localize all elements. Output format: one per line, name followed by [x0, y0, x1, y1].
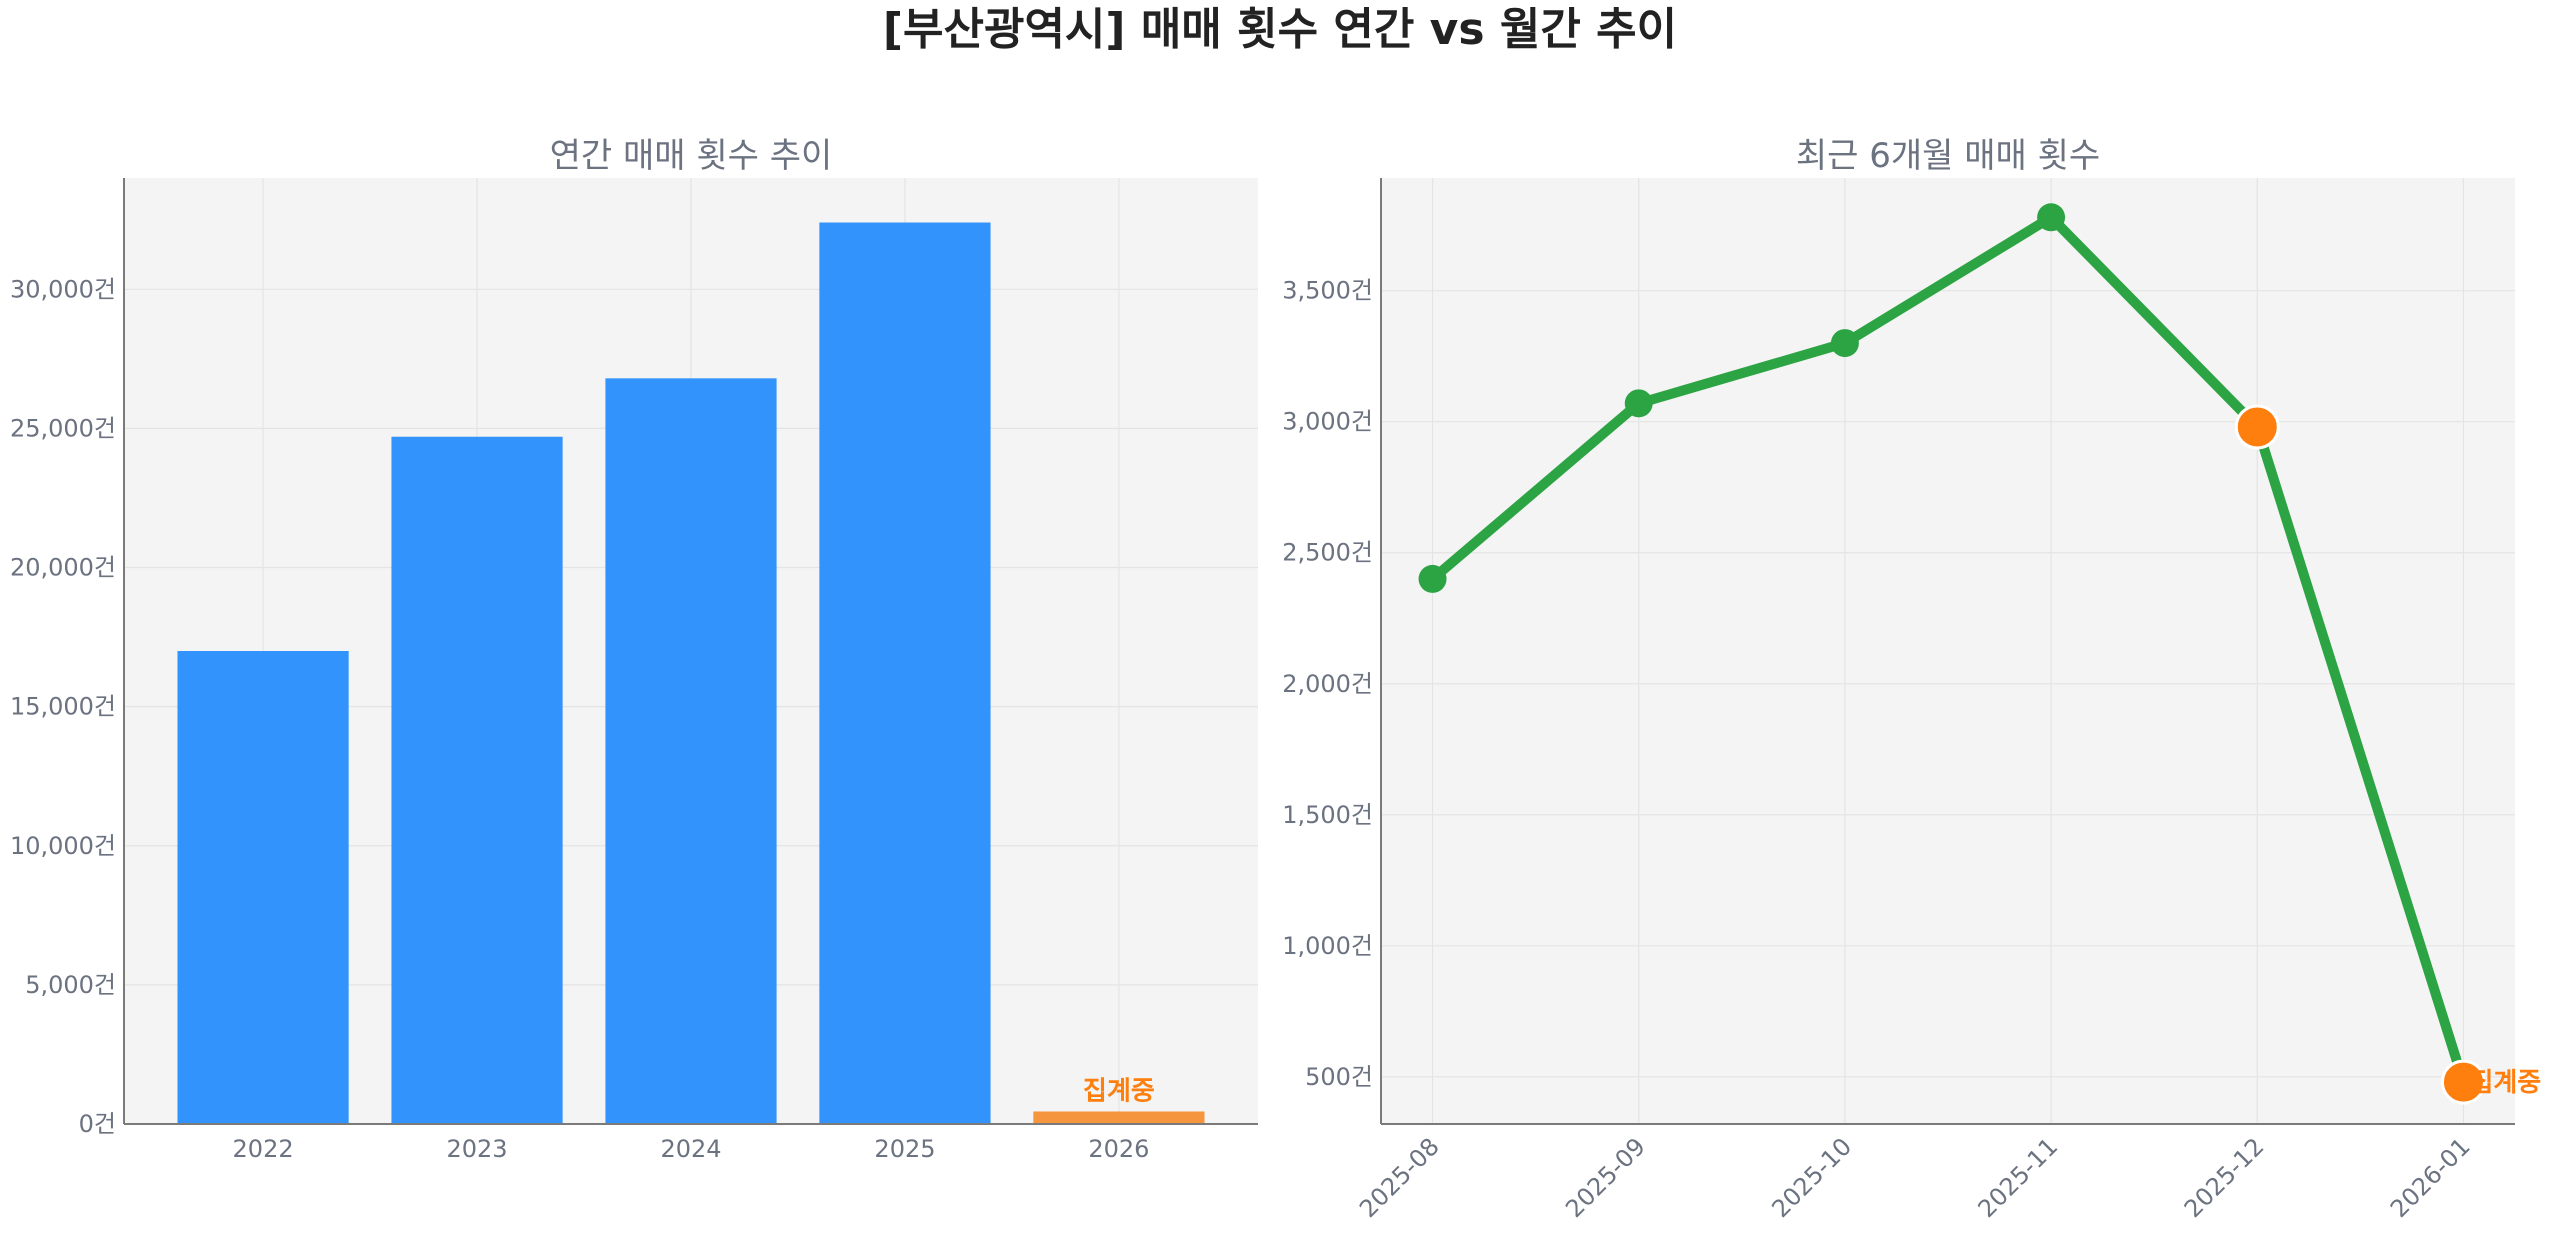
monthly-x-tick-labels: 2025-08 2025-09 2025-10 2025-11 2025-12 2026-… [1354, 1132, 2476, 1223]
annual-y-tick-label: 10,000건 [10, 832, 116, 860]
monthly-y-tick-label: 2,000건 [1282, 670, 1373, 698]
monthly-x-tick-label: 2025-12 [2179, 1132, 2270, 1223]
annual-bar-2023 [391, 436, 563, 1125]
monthly-plot-area [1381, 178, 2515, 1124]
monthly-y-tick-labels: 500건 1,000건 1,500건 2,000건 2,500건 3,000건 3,500건 [1282, 277, 1373, 1091]
annual-bar-2024 [605, 378, 777, 1124]
monthly-series-line [1427, 212, 2469, 1088]
figure-title: [부산광역시] 매매 횟수 연간 vs 월간 추이 [883, 4, 1677, 55]
monthly-highlight-point-2025-12 [2234, 404, 2280, 450]
monthly-x-tick-label: 2025-08 [1354, 1132, 1445, 1223]
monthly-x-tick-label: 2025-10 [1766, 1132, 1857, 1223]
annual-chart-title: 연간 매매 횟수 추이 [550, 136, 833, 176]
monthly-point-2025-09 [1624, 389, 1653, 418]
annual-bar-2022 [177, 651, 349, 1124]
annual-x-tick-label: 2026 [1088, 1135, 1149, 1163]
annual-y-tick-label: 15,000건 [10, 693, 116, 721]
annual-y-tick-label: 20,000건 [10, 554, 116, 582]
monthly-y-tick-label: 3,500건 [1282, 277, 1373, 305]
annual-y-tick-label: 25,000건 [10, 414, 116, 442]
annual-y-tick-labels: 0건 5,000건 10,000건 15,000건 20,000건 25,000건 30,0… [10, 275, 116, 1138]
annual-y-tick-label: 5,000건 [25, 971, 116, 999]
monthly-point-2025-08 [1418, 564, 1447, 593]
annual-annotations: 집계중 [1083, 1076, 1155, 1106]
annual-annotation-label: 집계중 [1083, 1076, 1155, 1106]
monthly-highlight-point-2026-01 [2440, 1059, 2486, 1105]
annual-bars [177, 222, 1205, 1125]
monthly-line-chart: 최근 6개월 매매 횟수 500건 1,000건 1,500건 2,000건 2,500… [1282, 136, 2541, 1223]
annual-bar-2025 [819, 222, 991, 1125]
monthly-point-2025-11 [2037, 203, 2066, 232]
monthly-annotations: 집계중 [2469, 1068, 2541, 1098]
annual-x-tick-label: 2024 [660, 1135, 721, 1163]
annual-bar-chart: 연간 매매 횟수 추이 0건 5,000건 10,000건 15,000건 20,000… [10, 136, 1258, 1163]
monthly-series [1418, 203, 2486, 1105]
annual-x-tick-labels: 2022 2023 2024 2025 2026 [233, 1135, 1150, 1163]
monthly-x-tick-label: 2025-09 [1560, 1132, 1651, 1223]
annual-x-tick-label: 2025 [874, 1135, 935, 1163]
monthly-y-tick-label: 500건 [1305, 1063, 1373, 1091]
monthly-point-2025-10 [1830, 329, 1859, 358]
annual-x-tick-label: 2023 [446, 1135, 507, 1163]
annual-x-tick-label: 2022 [233, 1135, 294, 1163]
annual-y-tick-label: 0건 [79, 1110, 116, 1138]
annual-bar-2026 [1033, 1111, 1205, 1124]
monthly-y-tick-label: 2,500건 [1282, 539, 1373, 567]
monthly-y-tick-label: 1,000건 [1282, 932, 1373, 960]
monthly-chart-title: 최근 6개월 매매 횟수 [1796, 136, 2100, 176]
monthly-x-tick-label: 2026-01 [2385, 1132, 2476, 1223]
monthly-y-tick-label: 1,500건 [1282, 801, 1373, 829]
annual-y-tick-label: 30,000건 [10, 275, 116, 303]
monthly-y-tick-label: 3,000건 [1282, 408, 1373, 436]
monthly-x-tick-label: 2025-11 [1973, 1132, 2064, 1223]
monthly-annotation-label: 집계중 [2469, 1068, 2541, 1098]
monthly-gridlines [1381, 178, 2515, 1124]
